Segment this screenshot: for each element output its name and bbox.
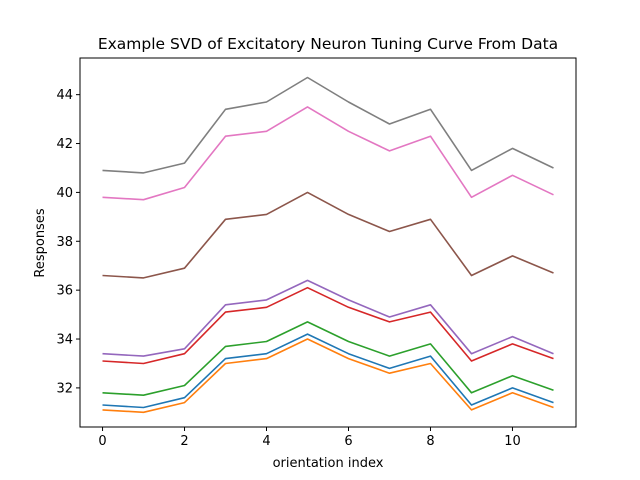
y-axis-label: Responses [33, 208, 48, 277]
y-tick-label: 32 [56, 381, 73, 396]
y-tick-label: 40 [56, 186, 73, 201]
y-axis-ticks: 32 34 36 38 40 42 44 [56, 88, 80, 396]
series-layer [102, 76, 554, 414]
y-tick-label: 38 [56, 235, 73, 250]
series-line-6 [102, 191, 554, 279]
x-tick-label: 8 [426, 434, 434, 449]
series-line-3 [102, 321, 554, 397]
x-axis-label: orientation index [273, 456, 384, 471]
series-line-8 [102, 76, 554, 174]
x-tick-label: 10 [504, 434, 521, 449]
series-line-4 [102, 286, 554, 365]
x-tick-label: 0 [98, 434, 106, 449]
x-tick-label: 2 [180, 434, 188, 449]
x-tick-label: 4 [262, 434, 270, 449]
y-tick-label: 44 [56, 88, 73, 103]
series-line-2 [102, 338, 554, 414]
chart-title: Example SVD of Excitatory Neuron Tuning … [98, 35, 558, 53]
series-line-5 [102, 279, 554, 357]
x-axis-ticks: 0 2 4 6 8 10 [98, 427, 521, 449]
series-line-7 [102, 106, 554, 201]
series-line-1 [102, 333, 554, 409]
y-tick-label: 34 [56, 333, 73, 348]
y-tick-label: 36 [56, 284, 73, 299]
plot-frame [79, 57, 577, 428]
y-tick-label: 42 [56, 137, 73, 152]
x-tick-label: 6 [344, 434, 352, 449]
